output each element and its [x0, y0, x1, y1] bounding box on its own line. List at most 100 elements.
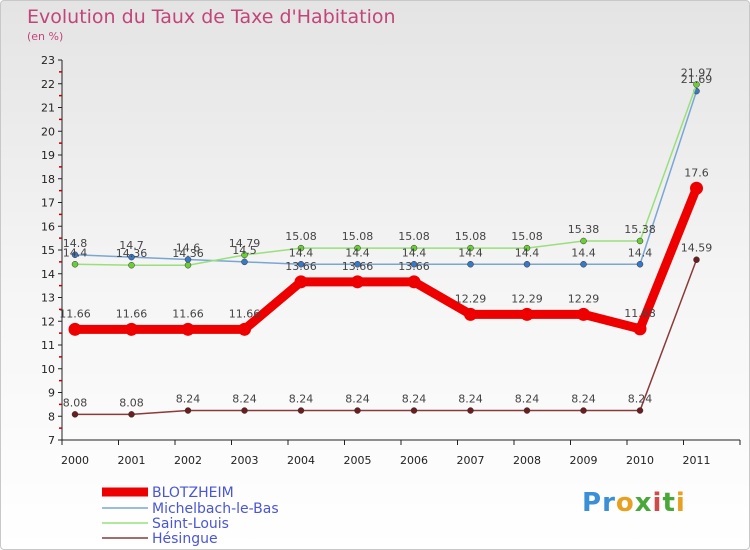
x-tick-label: 2001 — [118, 454, 146, 467]
data-label: 8.24 — [458, 393, 483, 406]
data-label: 8.08 — [119, 396, 144, 409]
series-line-Hésingue — [74, 258, 698, 416]
data-label: 14.4 — [458, 246, 483, 259]
data-label: 15.38 — [624, 223, 656, 236]
y-tick-label: 13 — [41, 292, 55, 305]
data-point — [580, 261, 587, 268]
series-line-Michelbach-le-Bas — [74, 90, 698, 265]
data-point — [410, 244, 418, 252]
logo-letter: o — [615, 488, 635, 518]
data-point — [467, 261, 474, 268]
logo-letter: r — [602, 488, 616, 518]
data-point — [464, 307, 477, 321]
data-label: 15.08 — [398, 230, 430, 243]
data-point — [467, 244, 474, 252]
data-label: 14.7 — [119, 239, 144, 252]
y-tick-label: 14 — [41, 268, 55, 281]
data-point — [297, 261, 305, 268]
data-label: 14.79 — [229, 237, 261, 250]
data-label: 8.08 — [63, 396, 88, 409]
x-tick-label: 2000 — [61, 454, 89, 467]
y-tick-label: 16 — [41, 220, 55, 233]
data-point — [410, 261, 418, 268]
data-label: 15.08 — [285, 230, 317, 243]
data-point — [297, 244, 305, 252]
x-tick-label: 2011 — [683, 454, 711, 467]
data-point — [523, 407, 531, 414]
data-point — [128, 253, 135, 261]
data-point — [68, 322, 82, 336]
y-tick-label: 23 — [41, 54, 55, 67]
data-label: 14.6 — [176, 242, 201, 255]
data-point — [351, 275, 364, 289]
data-point — [410, 407, 418, 414]
x-tick-label: 2002 — [174, 454, 202, 467]
logo-letter: i — [652, 488, 663, 518]
y-tick-label: 22 — [41, 78, 55, 91]
x-tick-label: 2006 — [400, 454, 428, 467]
legend-label: Michelbach-le-Bas — [152, 501, 279, 517]
data-point — [125, 322, 138, 336]
data-label: 14.4 — [402, 246, 427, 259]
series-line-BLOTZHEIM — [70, 183, 701, 334]
data-label: 11.66 — [116, 307, 148, 320]
data-label: 14.8 — [63, 237, 88, 250]
x-tick-label: 2008 — [513, 454, 541, 467]
data-point — [238, 322, 251, 336]
data-label: 14.36 — [116, 247, 148, 260]
data-label: 14.5 — [232, 244, 257, 257]
y-tick-label: 10 — [41, 363, 55, 376]
data-label: 8.24 — [289, 393, 314, 406]
data-point — [241, 251, 248, 259]
data-point — [241, 407, 248, 414]
data-label: 13.66 — [342, 260, 374, 273]
data-label: 21.97 — [681, 66, 713, 79]
x-tick-label: 2010 — [626, 454, 654, 467]
logo-letter: t — [662, 488, 676, 518]
data-point — [184, 407, 192, 414]
data-label: 11.66 — [59, 307, 91, 320]
data-label: 8.24 — [176, 393, 201, 406]
data-point — [693, 81, 700, 88]
data-point — [577, 307, 590, 321]
data-label: 14.4 — [345, 246, 370, 259]
data-point — [128, 261, 135, 269]
data-point — [636, 237, 644, 245]
y-tick-label: 8 — [48, 410, 55, 423]
legend-label: BLOTZHEIM — [152, 485, 234, 501]
x-tick-label: 2004 — [287, 454, 315, 467]
data-label: 8.24 — [515, 393, 540, 406]
y-tick-label: 20 — [41, 125, 55, 138]
logo-letter: x — [634, 488, 653, 518]
data-point — [294, 275, 308, 289]
data-label: 14.4 — [571, 246, 596, 259]
data-point — [181, 322, 195, 336]
chart-title: Evolution du Taux de Taxe d'Habitation — [27, 6, 396, 28]
data-point — [71, 411, 79, 418]
data-label: 14.59 — [681, 242, 713, 255]
data-label: 13.66 — [285, 260, 317, 273]
data-label: 14.4 — [628, 246, 653, 259]
data-point — [636, 261, 644, 268]
x-tick-label: 2003 — [231, 454, 259, 467]
x-tick-label: 2007 — [457, 454, 485, 467]
y-tick-label: 19 — [41, 149, 55, 162]
y-tick-label: 11 — [41, 339, 55, 352]
data-label: 8.24 — [232, 393, 257, 406]
y-tick-label: 21 — [41, 102, 55, 115]
logo-letter: i — [675, 488, 686, 518]
data-label: 11.68 — [624, 307, 656, 320]
data-point — [297, 407, 305, 414]
y-tick-label: 18 — [41, 173, 55, 186]
x-tick-label: 2009 — [570, 454, 598, 467]
data-label: 8.24 — [402, 393, 427, 406]
y-tick-label: 15 — [41, 244, 55, 257]
data-point — [580, 237, 587, 245]
y-tick-label: 17 — [41, 197, 55, 210]
data-label: 14.4 — [289, 246, 314, 259]
data-label: 8.24 — [628, 393, 653, 406]
data-label: 15.08 — [342, 230, 374, 243]
data-label: 11.66 — [229, 307, 261, 320]
